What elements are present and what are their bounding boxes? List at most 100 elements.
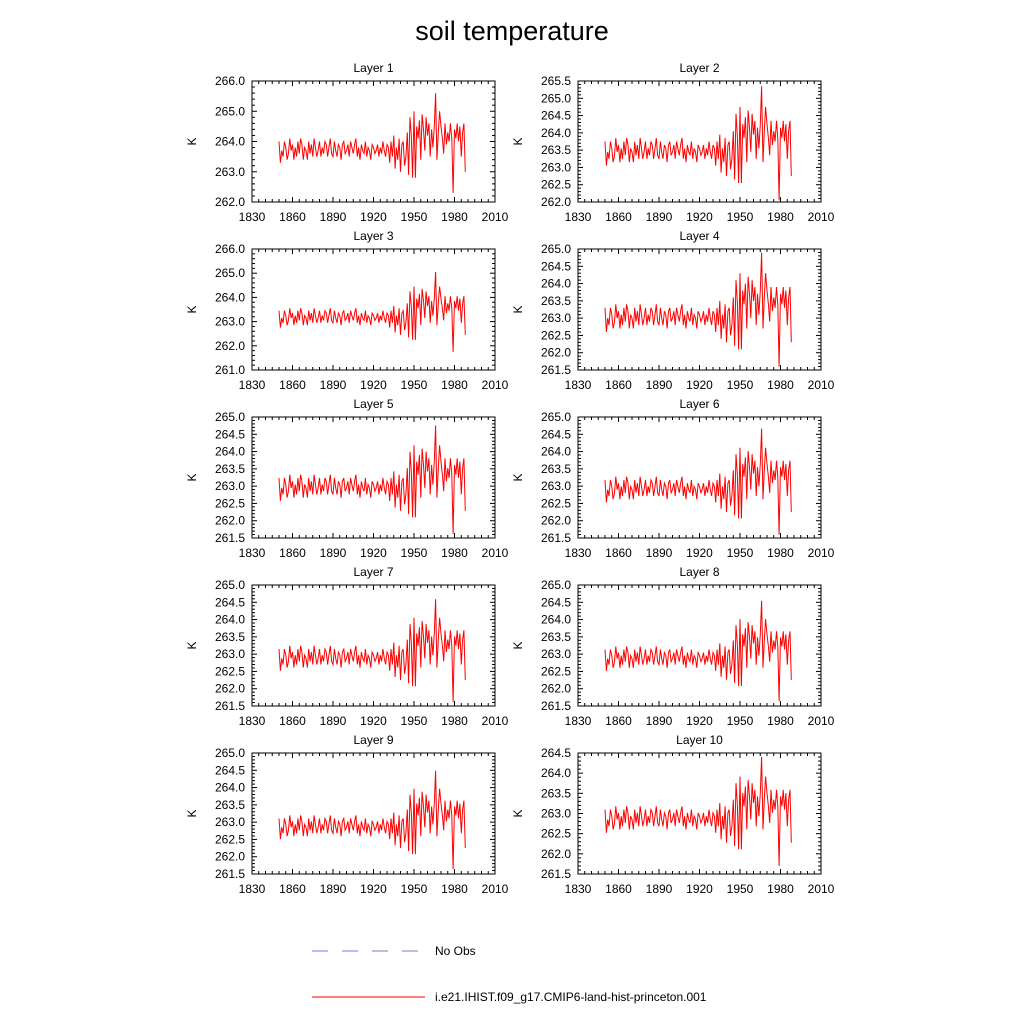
- main-title: soil temperature: [415, 16, 609, 46]
- y-tick-label: 262.0: [215, 195, 245, 209]
- y-tick-label: 262.5: [541, 496, 571, 510]
- x-tick-label: 1890: [646, 546, 673, 560]
- y-axis-label: K: [185, 305, 199, 313]
- y-axis-label: K: [511, 305, 525, 313]
- y-tick-label: 265.0: [215, 104, 245, 118]
- x-tick-label: 1830: [565, 882, 592, 896]
- x-tick-label: 1860: [605, 882, 632, 896]
- y-tick-label: 262.5: [215, 832, 245, 846]
- y-tick-label: 264.0: [541, 766, 571, 780]
- panel-layer-7: Layer 7 K 1830 1860 1890 1920 1950 1980 2010 261.…: [185, 565, 509, 728]
- x-tick-label: 1950: [727, 714, 754, 728]
- y-tick-label: 263.0: [215, 315, 245, 329]
- x-tick-label: 2010: [808, 882, 835, 896]
- y-axis-label: K: [185, 641, 199, 649]
- x-tick-label: 1980: [767, 210, 794, 224]
- y-axis-label: K: [185, 473, 199, 481]
- x-tick-label: 1950: [401, 210, 428, 224]
- x-tick-label: 1950: [727, 882, 754, 896]
- y-tick-label: 264.0: [541, 126, 571, 140]
- y-axis-label: K: [185, 809, 199, 817]
- panel-title: Layer 2: [679, 61, 719, 75]
- plot-frame: [577, 248, 822, 371]
- y-tick-label: 261.0: [215, 363, 245, 377]
- x-tick-label: 2010: [482, 882, 509, 896]
- y-tick-label: 263.0: [541, 160, 571, 174]
- y-tick-label: 262.5: [541, 664, 571, 678]
- x-tick-label: 1920: [686, 378, 713, 392]
- y-tick-label: 262.0: [215, 850, 245, 864]
- y-tick-label: 263.0: [215, 479, 245, 493]
- x-tick-label: 2010: [482, 714, 509, 728]
- x-tick-label: 1890: [320, 378, 347, 392]
- x-tick-label: 1980: [441, 546, 468, 560]
- y-tick-label: 262.5: [541, 178, 571, 192]
- y-axis-label: K: [511, 809, 525, 817]
- panel-title: Layer 8: [679, 565, 719, 579]
- y-tick-label: 261.5: [541, 363, 571, 377]
- x-tick-label: 1860: [279, 378, 306, 392]
- x-tick-label: 1980: [441, 714, 468, 728]
- y-tick-label: 265.0: [541, 578, 571, 592]
- x-tick-label: 1920: [360, 882, 387, 896]
- panel-title: Layer 7: [353, 565, 393, 579]
- y-tick-label: 261.5: [215, 531, 245, 545]
- x-tick-label: 2010: [482, 210, 509, 224]
- y-tick-label: 262.0: [541, 847, 571, 861]
- x-tick-label: 1920: [360, 546, 387, 560]
- y-tick-label: 265.0: [541, 91, 571, 105]
- y-axis-label: K: [511, 137, 525, 145]
- y-tick-label: 265.0: [541, 242, 571, 256]
- x-tick-label: 1830: [565, 210, 592, 224]
- x-tick-label: 1980: [441, 210, 468, 224]
- y-tick-label: 263.0: [541, 479, 571, 493]
- x-tick-label: 1890: [320, 210, 347, 224]
- y-tick-label: 265.0: [215, 578, 245, 592]
- x-tick-label: 1860: [279, 714, 306, 728]
- y-tick-label: 262.0: [215, 514, 245, 528]
- x-tick-label: 1860: [279, 546, 306, 560]
- y-tick-label: 265.0: [541, 410, 571, 424]
- x-tick-label: 1830: [565, 546, 592, 560]
- y-tick-label: 262.0: [541, 195, 571, 209]
- x-tick-label: 1830: [239, 378, 266, 392]
- y-tick-label: 264.0: [215, 781, 245, 795]
- y-tick-label: 263.5: [215, 798, 245, 812]
- x-tick-label: 1980: [767, 714, 794, 728]
- x-tick-label: 2010: [808, 210, 835, 224]
- x-tick-label: 1920: [686, 546, 713, 560]
- y-axis-label: K: [185, 137, 199, 145]
- y-tick-label: 263.0: [215, 647, 245, 661]
- x-tick-label: 2010: [808, 714, 835, 728]
- y-tick-label: 262.5: [215, 664, 245, 678]
- series-line-model: [604, 86, 792, 201]
- y-tick-label: 262.5: [541, 827, 571, 841]
- panel-title: Layer 4: [679, 229, 719, 243]
- x-tick-label: 1830: [239, 210, 266, 224]
- x-tick-label: 1860: [605, 546, 632, 560]
- x-tick-label: 1830: [565, 714, 592, 728]
- x-tick-label: 1950: [727, 210, 754, 224]
- y-tick-label: 266.0: [215, 74, 245, 88]
- y-tick-label: 264.0: [215, 445, 245, 459]
- y-tick-label: 264.5: [215, 763, 245, 777]
- y-tick-label: 264.5: [541, 259, 571, 273]
- panel-layer-8: Layer 8 K 1830 1860 1890 1920 1950 1980 2010 261.…: [511, 565, 835, 728]
- x-tick-label: 1860: [605, 210, 632, 224]
- series-line-model: [278, 425, 466, 534]
- x-tick-label: 1980: [767, 882, 794, 896]
- y-tick-label: 264.5: [541, 109, 571, 123]
- y-tick-label: 265.0: [215, 410, 245, 424]
- series-line-model: [604, 756, 792, 866]
- legend: No Obs i.e21.IHIST.f09_g17.CMIP6-land-his…: [312, 944, 707, 1004]
- x-tick-label: 1980: [441, 882, 468, 896]
- y-axis-label: K: [511, 641, 525, 649]
- x-tick-label: 1890: [320, 882, 347, 896]
- x-tick-label: 1860: [605, 714, 632, 728]
- x-tick-label: 1950: [727, 546, 754, 560]
- x-tick-label: 1980: [767, 378, 794, 392]
- x-tick-label: 1950: [401, 546, 428, 560]
- panel-title: Layer 9: [353, 733, 393, 747]
- panel-title: Layer 3: [353, 229, 393, 243]
- x-tick-label: 1890: [646, 210, 673, 224]
